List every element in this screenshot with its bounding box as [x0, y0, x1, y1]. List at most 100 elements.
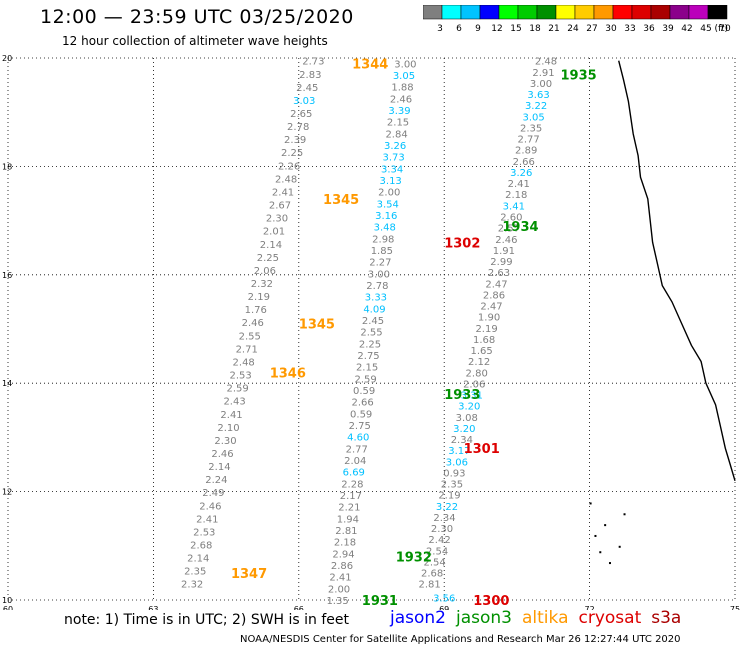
satellite-name: jason3	[456, 608, 512, 628]
data-label: 2.45	[362, 316, 384, 327]
colorbar-label: 21	[548, 24, 559, 34]
island-shape	[589, 502, 592, 505]
data-label: 3.00	[394, 59, 416, 70]
data-label: 2.14	[208, 462, 230, 473]
data-label: 2.54	[426, 546, 448, 557]
satellite-name: altika	[522, 608, 569, 628]
data-label: 2.48	[535, 57, 557, 68]
colorbar-label: 30	[605, 24, 617, 34]
colorbar-label: 33	[624, 24, 635, 34]
data-label: 4.60	[347, 433, 369, 444]
data-label: 2.55	[239, 331, 261, 342]
data-label: 2.10	[217, 423, 239, 434]
x-tick-label: 72	[585, 605, 595, 610]
data-label: 1.91	[493, 246, 515, 257]
pass-time-label: 1933	[444, 388, 480, 403]
x-tick-label: 75	[730, 605, 740, 610]
colorbar-label: 18	[529, 24, 541, 34]
island-shape	[618, 545, 621, 548]
data-label: 1.65	[470, 346, 492, 357]
data-label: 2.86	[331, 561, 353, 572]
credits-line: NOAA/NESDIS Center for Satellite Applica…	[240, 634, 681, 645]
data-label: 2.01	[263, 227, 285, 238]
data-label: 2.39	[284, 135, 306, 146]
data-label: 2.59	[226, 384, 248, 395]
data-label: 2.66	[352, 398, 374, 409]
data-label: 2.49	[202, 488, 224, 499]
island-shape	[608, 562, 611, 565]
data-label: 3.56	[433, 593, 455, 604]
data-label: 0.59	[353, 386, 375, 397]
data-label: 2.91	[532, 68, 554, 79]
data-label: 3.33	[365, 293, 387, 304]
x-tick-label: 60	[3, 605, 13, 610]
data-label: 2.41	[196, 514, 218, 525]
data-label: 1.90	[478, 313, 500, 324]
pass-time-label: 1301	[464, 442, 500, 457]
data-label: 2.41	[508, 179, 530, 190]
data-label: 2.83	[299, 70, 321, 81]
data-label: 2.53	[230, 371, 252, 382]
pass-time-label: 1346	[270, 366, 306, 381]
data-label: 2.46	[242, 318, 264, 329]
data-label: 2.30	[431, 524, 453, 535]
data-label: 2.14	[260, 240, 282, 251]
data-label: 2.35	[184, 567, 206, 578]
colorbar-label: 42	[681, 24, 692, 34]
page-subtitle: 12 hour collection of altimeter wave hei…	[62, 34, 328, 48]
pass-time-label: 1934	[502, 220, 538, 235]
satellite-name: jason2	[390, 608, 446, 628]
data-label: 3.41	[503, 201, 525, 212]
satellite-legend: jason2 jason3 altika cryosat s3a	[390, 608, 691, 628]
x-tick-label: 66	[294, 605, 304, 610]
island-shape	[604, 524, 607, 527]
y-tick-label: 14	[2, 379, 12, 388]
data-label: 3.63	[527, 90, 549, 101]
colorbar-label: 39	[662, 24, 674, 34]
coastline-shape	[618, 60, 736, 481]
data-label: 3.48	[374, 223, 396, 234]
data-label: 2.32	[181, 580, 203, 591]
data-label: 3.05	[522, 112, 544, 123]
pass-time-label: 1300	[473, 594, 509, 609]
data-label: 2.77	[518, 135, 540, 146]
data-label: 2.68	[190, 541, 212, 552]
data-label: 2.47	[485, 279, 507, 290]
data-label: 2.41	[329, 573, 351, 584]
data-label: 2.34	[451, 435, 473, 446]
data-label: 2.25	[359, 339, 381, 350]
data-label: 2.41	[220, 410, 242, 421]
data-label: 2.81	[419, 580, 441, 591]
wave-height-chart: 60 63 66 69 72 75 10 12 14 16 18 20 2.73 2.83 2.45 3.03…	[2, 54, 740, 610]
data-label: 3.05	[393, 71, 415, 82]
data-label: 2.73	[302, 57, 324, 68]
colorbar-label: 36	[643, 24, 655, 34]
data-label: 2.75	[349, 421, 371, 432]
island-shape	[599, 551, 602, 554]
data-label: 3.31	[461, 391, 483, 402]
data-label: 2.63	[488, 268, 510, 279]
data-label: 3.03	[293, 96, 315, 107]
pass-time-label: 1931	[362, 594, 398, 609]
data-label: 3.08	[456, 413, 478, 424]
pass-time-label: 1932	[396, 551, 432, 566]
data-label: 2.99	[490, 257, 512, 268]
data-label: 3.00	[368, 269, 390, 280]
data-label: 2.68	[421, 569, 443, 580]
data-label: 2.98	[372, 234, 394, 245]
data-label: 1.88	[391, 83, 413, 94]
data-label: 1.76	[245, 305, 267, 316]
data-label: 2.35	[520, 123, 542, 134]
data-label: 4.09	[363, 304, 385, 315]
data-label: 3.13	[380, 176, 402, 187]
data-label: 3.54	[377, 199, 399, 210]
data-label: 3.22	[436, 502, 458, 513]
data-label: 1.35	[326, 596, 348, 607]
data-label: 2.86	[483, 290, 505, 301]
colorbar-label: 12	[491, 24, 502, 34]
pass-time-label: 1345	[323, 193, 359, 208]
data-label: 3.17	[448, 446, 470, 457]
data-label: 2.78	[287, 122, 309, 133]
colorbar-unit: (ft)	[714, 24, 728, 34]
data-label: 3.26	[510, 168, 532, 179]
